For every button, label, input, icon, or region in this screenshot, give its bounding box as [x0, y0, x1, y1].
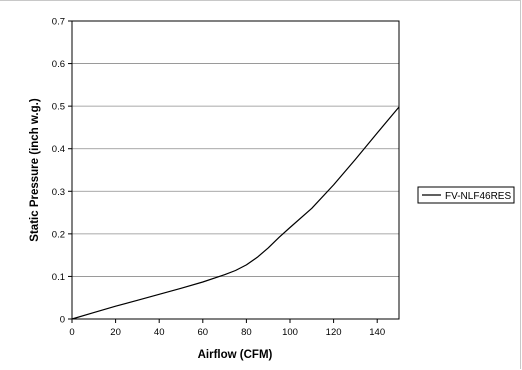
x-tick-label: 140: [369, 327, 385, 338]
x-tick-label: 0: [69, 327, 74, 338]
x-tick-label: 120: [326, 327, 342, 338]
legend-box: [417, 186, 515, 204]
y-tick-label: 0.2: [52, 229, 65, 240]
x-tick-label: 60: [198, 327, 209, 338]
x-tick-label: 100: [282, 327, 298, 338]
y-axis-ticks: 0 0.1 0.2 0.3 0.4 0.5 0.6 0.7: [52, 17, 72, 326]
x-axis-ticks: 0 20 40 60 80 100 120 140: [69, 319, 385, 338]
plot-border: [71, 20, 400, 320]
x-tick-label: 80: [241, 327, 252, 338]
x-axis-title: Airflow (CFM): [198, 349, 273, 361]
legend: FV-NLF46RES: [417, 186, 515, 204]
y-tick-label: 0.5: [52, 102, 65, 113]
plot-area: [72, 21, 399, 319]
series-line-0: [71, 106, 400, 320]
y-tick-label: 0.4: [52, 144, 65, 155]
y-axis-title: Static Pressure (inch w.g.): [29, 98, 41, 242]
gridlines: [72, 63, 399, 277]
x-tick-label: 20: [110, 327, 121, 338]
y-tick-label: 0.1: [52, 272, 65, 283]
y-tick-label: 0.7: [52, 17, 65, 28]
y-tick-label: 0: [60, 315, 65, 326]
y-tick-label: 0.6: [52, 59, 65, 70]
series-layer: [71, 106, 400, 320]
legend-label: FV-NLF46RES: [445, 191, 511, 202]
x-tick-label: 40: [154, 327, 165, 338]
y-tick-label: 0.3: [52, 187, 65, 198]
